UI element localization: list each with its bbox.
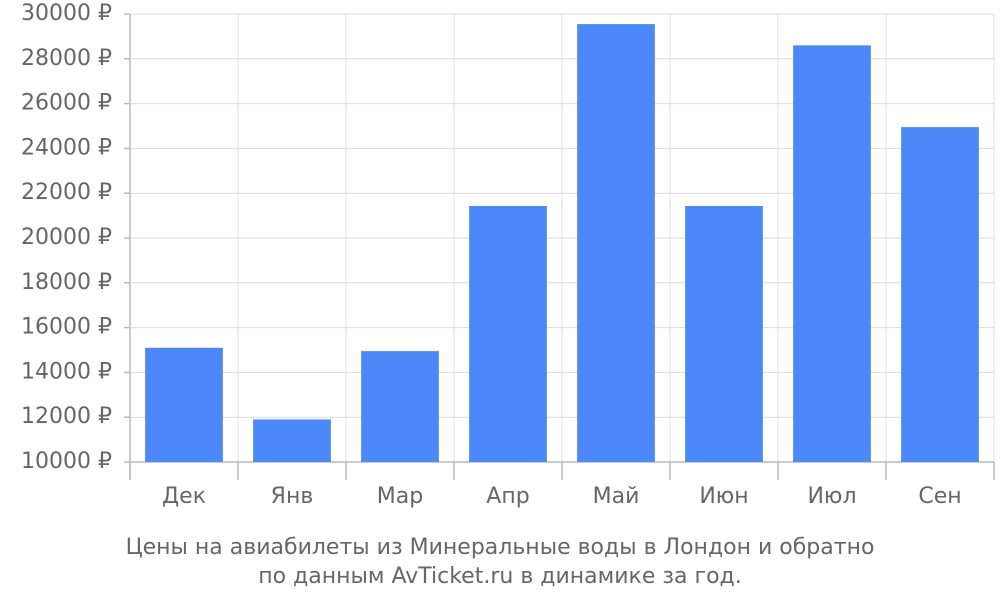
bar bbox=[685, 205, 763, 462]
y-tick-label: 26000 ₽ bbox=[21, 91, 112, 116]
bar bbox=[361, 351, 439, 462]
bar bbox=[253, 419, 331, 462]
x-tick-label: Июн bbox=[699, 484, 748, 509]
y-tick-label: 24000 ₽ bbox=[21, 135, 112, 160]
x-tick-label: Июл bbox=[807, 484, 856, 509]
y-tick-label: 16000 ₽ bbox=[21, 315, 112, 340]
bar bbox=[469, 205, 547, 462]
bar bbox=[577, 24, 655, 463]
x-tick-label: Янв bbox=[271, 484, 314, 509]
x-tick-label: Май bbox=[593, 484, 640, 509]
chart-title: Цены на авиабилеты из Минеральные воды в… bbox=[126, 535, 875, 560]
y-tick-label: 30000 ₽ bbox=[21, 1, 112, 26]
y-tick-label: 10000 ₽ bbox=[21, 449, 112, 474]
bar bbox=[793, 45, 871, 463]
y-tick-label: 28000 ₽ bbox=[21, 46, 112, 71]
x-tick-label: Мар bbox=[377, 484, 423, 509]
chart-subtitle: по данным AvTicket.ru в динамике за год. bbox=[258, 564, 742, 589]
bar bbox=[145, 347, 223, 462]
x-tick-label: Апр bbox=[486, 484, 529, 509]
x-tick-label: Сен bbox=[918, 484, 961, 509]
bar bbox=[901, 127, 979, 463]
y-tick-label: 22000 ₽ bbox=[21, 180, 112, 205]
y-tick-label: 12000 ₽ bbox=[21, 404, 112, 429]
y-tick-label: 18000 ₽ bbox=[21, 270, 112, 295]
y-tick-label: 20000 ₽ bbox=[21, 225, 112, 250]
x-tick-label: Дек bbox=[162, 484, 206, 509]
y-tick-label: 14000 ₽ bbox=[21, 359, 112, 384]
